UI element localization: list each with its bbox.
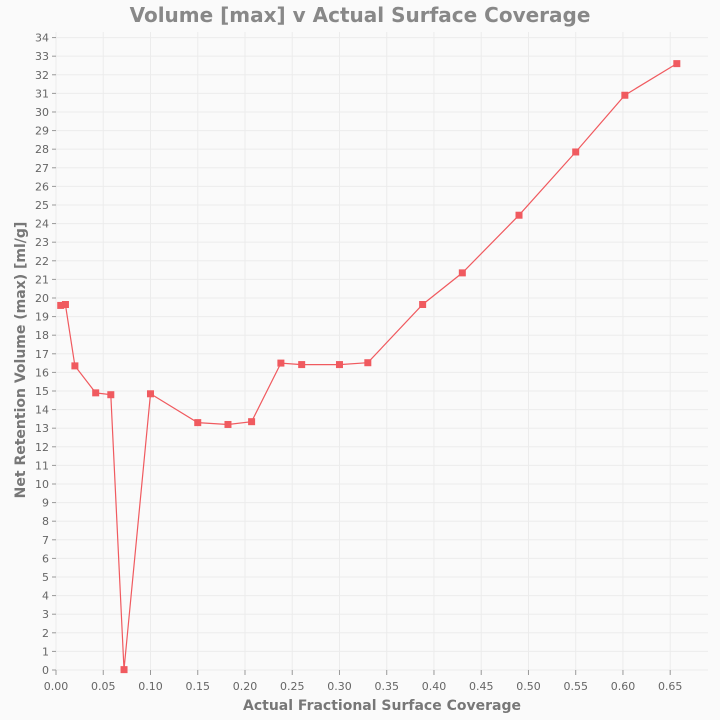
y-tick-label: 17	[35, 348, 49, 361]
x-axis-ticks: 0.00 0.05 0.10 0.15 0.20 0.25 0.30 0.35 0.40 0.45…	[44, 670, 683, 693]
y-tick-label: 21	[35, 273, 49, 286]
y-tick-label: 14	[35, 404, 49, 417]
series-layer	[57, 60, 681, 674]
y-tick-label: 32	[35, 69, 49, 82]
y-tick-label: 13	[35, 422, 49, 435]
y-tick-label: 29	[35, 125, 49, 138]
x-tick-label: 0.10	[138, 680, 163, 693]
y-tick-label: 5	[42, 571, 49, 584]
y-tick-label: 16	[35, 366, 49, 379]
series-line	[60, 63, 678, 670]
y-tick-label: 18	[35, 329, 49, 342]
data-point-marker[interactable]	[120, 666, 128, 674]
x-tick-label: 0.15	[185, 680, 210, 693]
data-point-marker[interactable]	[621, 91, 629, 99]
data-point-marker[interactable]	[364, 359, 372, 367]
data-point-marker[interactable]	[61, 300, 69, 308]
y-tick-label: 3	[42, 608, 49, 621]
x-tick-label: 0.20	[233, 680, 258, 693]
y-tick-label: 6	[42, 552, 49, 565]
y-tick-label: 23	[35, 236, 49, 249]
y-tick-label: 33	[35, 50, 49, 63]
data-point-marker[interactable]	[515, 211, 523, 219]
data-point-marker[interactable]	[419, 300, 427, 308]
y-tick-label: 2	[42, 627, 49, 640]
y-tick-label: 22	[35, 255, 49, 268]
data-point-marker[interactable]	[57, 301, 65, 309]
x-tick-label: 0.05	[91, 680, 116, 693]
data-point-marker[interactable]	[335, 361, 343, 369]
y-tick-label: 19	[35, 311, 49, 324]
x-tick-label: 0.50	[516, 680, 541, 693]
x-tick-label: 0.45	[469, 680, 494, 693]
y-tick-label: 34	[35, 32, 49, 45]
x-tick-label: 0.35	[374, 680, 399, 693]
data-point-marker[interactable]	[572, 148, 580, 156]
y-tick-label: 8	[42, 515, 49, 528]
x-tick-label: 0.40	[422, 680, 447, 693]
y-tick-label: 11	[35, 459, 49, 472]
y-tick-label: 30	[35, 106, 49, 119]
x-tick-label: 0.30	[327, 680, 352, 693]
x-tick-label: 0.55	[563, 680, 588, 693]
y-axis-ticks: 0123456789101112131415161718192021222324…	[35, 32, 56, 677]
data-point-marker[interactable]	[673, 60, 681, 68]
y-tick-label: 26	[35, 180, 49, 193]
grid-lines	[55, 32, 708, 671]
y-tick-label: 1	[42, 645, 49, 658]
y-tick-label: 24	[35, 218, 49, 231]
x-axis-label: Actual Fractional Surface Coverage	[243, 698, 521, 714]
y-tick-label: 15	[35, 385, 49, 398]
data-point-marker[interactable]	[146, 390, 154, 398]
data-point-marker[interactable]	[224, 420, 232, 428]
y-axis-label: Net Retention Volume (max) [ml/g]	[13, 222, 29, 499]
y-tick-label: 31	[35, 87, 49, 100]
y-tick-label: 27	[35, 162, 49, 175]
y-tick-label: 9	[42, 497, 49, 510]
data-point-marker[interactable]	[71, 362, 79, 370]
y-tick-label: 7	[42, 534, 49, 547]
y-tick-label: 4	[42, 590, 49, 603]
y-tick-label: 28	[35, 143, 49, 156]
data-point-marker[interactable]	[248, 418, 256, 426]
data-point-marker[interactable]	[277, 359, 285, 367]
y-tick-label: 25	[35, 199, 49, 212]
y-tick-label: 12	[35, 441, 49, 454]
data-point-marker[interactable]	[458, 269, 466, 277]
data-point-marker[interactable]	[194, 419, 202, 427]
x-tick-label: 0.60	[611, 680, 636, 693]
y-tick-label: 20	[35, 292, 49, 305]
y-tick-label: 10	[35, 478, 49, 491]
x-tick-label: 0.65	[658, 680, 683, 693]
chart-title: Volume [max] v Actual Surface Coverage	[130, 3, 591, 27]
data-point-marker[interactable]	[298, 361, 306, 369]
x-tick-label: 0.00	[44, 680, 69, 693]
data-point-marker[interactable]	[107, 391, 115, 399]
y-tick-label: 0	[42, 664, 49, 677]
data-point-marker[interactable]	[92, 389, 100, 397]
x-tick-label: 0.25	[280, 680, 305, 693]
